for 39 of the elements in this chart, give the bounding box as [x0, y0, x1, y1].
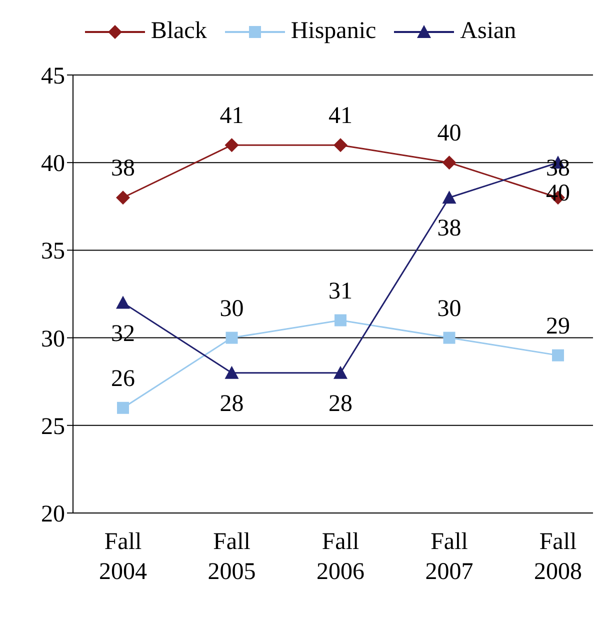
data-label: 38	[111, 156, 135, 182]
legend-label: Hispanic	[290, 18, 376, 45]
point	[116, 190, 130, 205]
x-tick-label: Fall 2006	[316, 529, 364, 585]
x-tick-label: Fall 2004	[99, 529, 147, 585]
point	[334, 314, 346, 326]
point	[117, 402, 129, 414]
data-label: 29	[546, 313, 570, 340]
data-label: 30	[220, 296, 244, 322]
y-tick-label: 45	[41, 64, 65, 90]
y-tick-label: 20	[41, 502, 65, 528]
y-tick-label: 40	[41, 151, 65, 178]
point	[116, 296, 130, 309]
x-tick-label: Fall 2008	[534, 529, 582, 585]
point	[334, 366, 348, 379]
data-label: 30	[437, 296, 462, 322]
legend-label: Asian	[460, 18, 516, 45]
x-tick-label: Fall 2007	[425, 529, 474, 585]
point	[224, 138, 239, 152]
x-tick-label: Fall 2005	[208, 529, 256, 585]
legend-label: Black	[150, 18, 207, 45]
data-label: 28	[220, 390, 244, 417]
point	[442, 156, 456, 170]
data-label: 28	[328, 390, 352, 417]
point	[334, 138, 348, 152]
data-label: 41	[328, 103, 352, 130]
point	[226, 332, 238, 344]
point	[442, 190, 456, 204]
data-label: 40	[437, 120, 462, 147]
data-label: 26	[111, 366, 135, 392]
point	[224, 366, 239, 379]
data-label: 41	[220, 103, 244, 130]
data-label: 38	[437, 216, 462, 242]
data-label: 31	[328, 278, 352, 304]
y-tick-label: 25	[41, 414, 65, 440]
point	[443, 332, 456, 344]
y-tick-label: 30	[41, 326, 65, 352]
point	[552, 349, 564, 362]
y-tick-label: 35	[41, 238, 65, 265]
